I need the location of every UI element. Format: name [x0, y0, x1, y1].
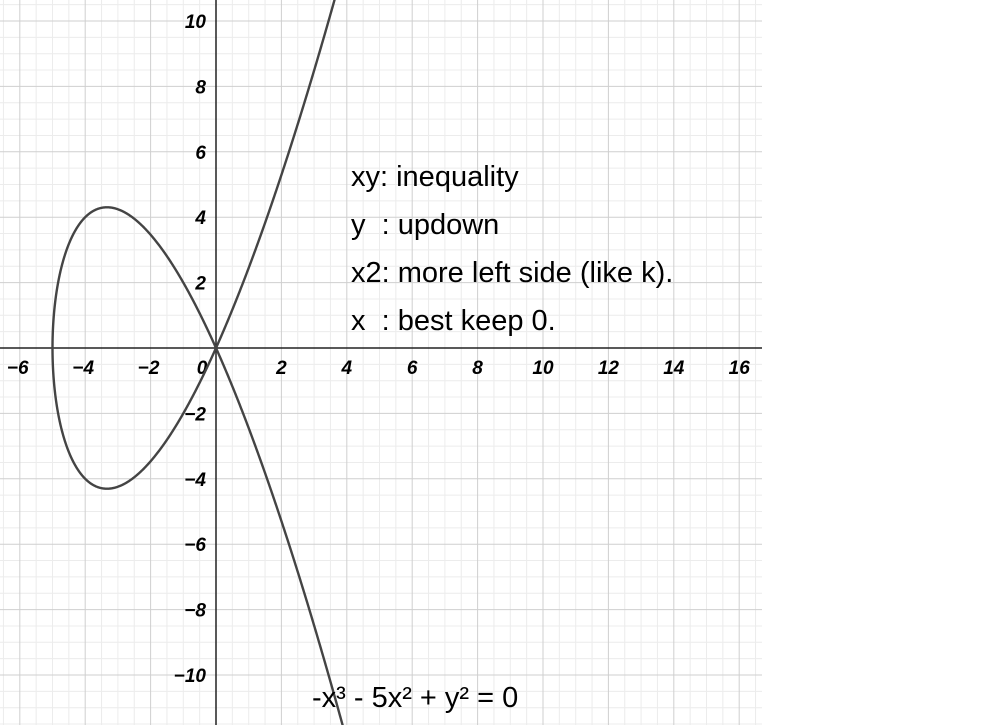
annotation-line: xy: inequality	[351, 161, 519, 193]
axes	[0, 0, 762, 725]
y-tick-label: 10	[185, 12, 207, 33]
y-tick-label: 8	[195, 77, 206, 98]
y-tick-label: 6	[195, 143, 206, 164]
x-tick-label: 10	[532, 358, 554, 379]
x-tick-label: 2	[275, 358, 287, 379]
curve-lower-branch[interactable]	[51, 345, 347, 725]
equation-label: -x³ - 5x² + y² = 0	[312, 682, 518, 714]
y-tick-label: −6	[184, 535, 206, 556]
x-tick-label: 6	[407, 358, 418, 379]
grid-minor	[0, 0, 762, 725]
y-tick-label: −2	[184, 404, 206, 425]
x-tick-label: 16	[729, 358, 751, 379]
x-tick-label: −4	[72, 358, 94, 379]
x-tick-label: 14	[663, 358, 685, 379]
annotation-line: x2: more left side (like k).	[351, 257, 673, 289]
x-tick-label: 8	[472, 358, 483, 379]
y-tick-label: −10	[174, 666, 207, 687]
tick-labels: −6 −4 −2 0 2 4 6 8 10 12 14 16 10 8 6 4 2 −2 −4 −6 −8 −10	[7, 12, 750, 687]
y-tick-label: −8	[184, 601, 206, 622]
annotation-line: y : updown	[351, 209, 499, 241]
y-tick-label: 2	[194, 274, 206, 295]
x-tick-label: 4	[341, 358, 353, 379]
plot-background	[0, 0, 762, 725]
curve-upper-branch[interactable]	[51, 0, 347, 351]
y-tick-label: 4	[194, 208, 206, 229]
x-tick-label: −6	[7, 358, 29, 379]
y-tick-label: −4	[184, 470, 206, 491]
x-tick-label: 0	[197, 358, 208, 379]
annotation-line: x : best keep 0.	[351, 305, 556, 337]
x-tick-label: −2	[138, 358, 160, 379]
x-tick-label: 12	[598, 358, 620, 379]
annotation-block: xy: inequality y : updown x2: more left si…	[351, 161, 673, 337]
